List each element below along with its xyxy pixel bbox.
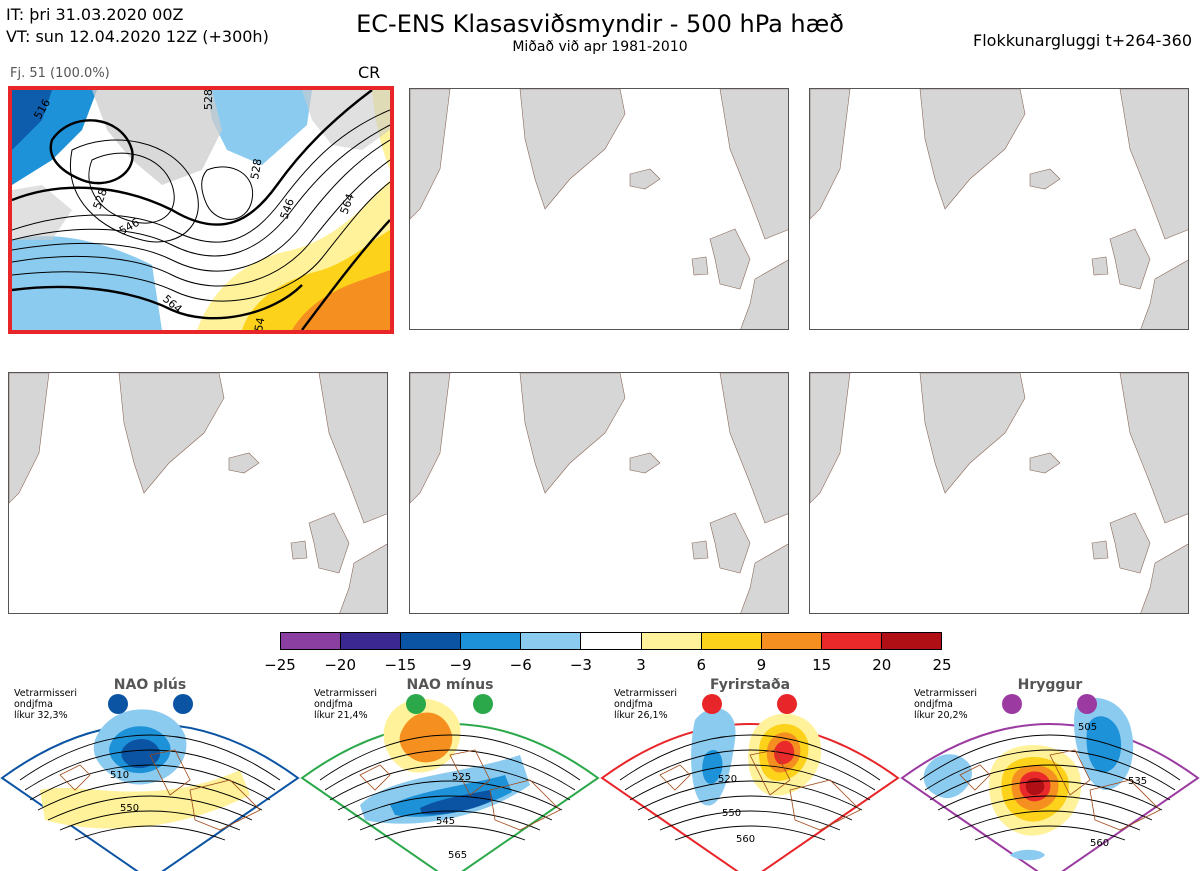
regime-marker (108, 694, 128, 714)
contour-label: 535 (1128, 776, 1147, 787)
colorbar-tick-label: −6 (509, 656, 532, 674)
regime-note: Vetrarmisseri ondjfma líkur 26,1% (614, 688, 677, 721)
regime-title: NAO plús (113, 677, 187, 693)
contour-label: 565 (448, 850, 467, 861)
colorbar-tick-label: 15 (812, 656, 832, 674)
colorbar-tick-label: 25 (932, 656, 952, 674)
regime-marker (173, 694, 193, 714)
contour-label: 510 (110, 770, 129, 781)
page-subtitle: Miðað við apr 1981-2010 (512, 39, 688, 55)
cluster-map-1[interactable]: 516 528 528 546 564 528 546 564 54 (8, 86, 394, 334)
member-count-label: Fj. 51 (100.0%) (10, 66, 110, 81)
classification-window: Flokkunargluggi t+264-360 (973, 31, 1192, 50)
page-title: EC-ENS Klasasviðsmyndir - 500 hPa hæð (356, 10, 844, 38)
contour-label: 550 (120, 803, 139, 814)
contour-label: 545 (436, 816, 455, 827)
cluster-map-3[interactable] (809, 88, 1189, 330)
initial-time: IT: þri 31.03.2020 00Z (6, 5, 184, 24)
map-outline (410, 89, 788, 329)
cluster-map-2[interactable] (409, 88, 789, 330)
colorbar-tick-label: −9 (449, 656, 472, 674)
map-outline (810, 89, 1188, 329)
colorbar-swatch (281, 633, 342, 649)
map-outline (810, 373, 1188, 613)
map-outline (410, 373, 788, 613)
colorbar-tick-label: −15 (384, 656, 417, 674)
colorbar-swatch (581, 633, 642, 649)
regime-marker (702, 694, 722, 714)
colorbar-swatch (461, 633, 522, 649)
regime-nao-minus[interactable]: 525 545 565 NAO mínus Vetrarmisseri ondjf… (300, 677, 600, 871)
cluster-map-4[interactable] (8, 372, 388, 614)
contour-label: 560 (1090, 838, 1109, 849)
cluster-map-1-graphic: 516 528 528 546 564 528 546 564 54 (12, 90, 390, 330)
regime-marker (777, 694, 797, 714)
colorbar-ticks: −25 −20 −15 −9 −6 −3 3 6 9 15 20 25 (260, 656, 960, 674)
cluster-map-6[interactable] (809, 372, 1189, 614)
colorbar-swatch (341, 633, 402, 649)
colorbar-swatch (521, 633, 582, 649)
regime-code-label: CR (358, 63, 381, 82)
contour-label: 528 (202, 90, 215, 110)
colorbar-swatch (401, 633, 462, 649)
colorbar-swatch (641, 633, 702, 649)
colorbar-swatch (761, 633, 822, 649)
map-outline (9, 373, 387, 613)
contour-label: 560 (736, 834, 755, 845)
regime-title: Hryggur (1017, 677, 1083, 693)
regime-map: 510 550 (0, 694, 300, 871)
valid-time: VT: sun 12.04.2020 12Z (+300h) (6, 27, 269, 46)
regime-hryggur[interactable]: 505 535 560 Hryggur Vetrarmisseri ondjfma… (900, 677, 1200, 871)
colorbar-tick-label: −3 (569, 656, 592, 674)
regime-marker (473, 694, 493, 714)
regime-nao-plus[interactable]: 510 550 NAO plús Vetrarmisseri ondjfma lík… (0, 677, 300, 871)
regime-title: NAO mínus (406, 677, 494, 693)
colorbar-tick-label: 9 (756, 656, 767, 674)
regime-note: Vetrarmisseri ondjfma líkur 20,2% (914, 688, 977, 721)
colorbar-swatch (821, 633, 882, 649)
header-times: IT: þri 31.03.2020 00Z VT: sun 12.04.202… (6, 4, 269, 48)
contour-label: 525 (452, 772, 471, 783)
colorbar-tick-label: −25 (264, 656, 296, 674)
contour-label: 550 (722, 808, 741, 819)
regime-marker (1002, 694, 1022, 714)
cluster-map-5[interactable] (409, 372, 789, 614)
regime-map: 520 550 560 (600, 694, 900, 871)
colorbar-tick-label: 20 (872, 656, 892, 674)
anomaly-colorbar (280, 632, 942, 650)
regime-fyrirstada[interactable]: 520 550 560 Fyrirstaða Vetrarmisseri ondj… (600, 677, 900, 871)
colorbar-tick-label: 3 (636, 656, 646, 674)
contour-label: 505 (1078, 722, 1097, 733)
colorbar-swatch (701, 633, 762, 649)
regime-marker (1077, 694, 1097, 714)
contour-label: 528 (248, 158, 264, 181)
colorbar-tick-label: −20 (324, 656, 356, 674)
contour-label: 520 (718, 774, 737, 785)
contour-label: 54 (252, 316, 267, 330)
regime-note: Vetrarmisseri ondjfma líkur 32,3% (14, 688, 77, 721)
regime-map: 505 535 560 (900, 694, 1200, 871)
regime-note: Vetrarmisseri ondjfma líkur 21,4% (314, 688, 377, 721)
colorbar-tick-label: 6 (696, 656, 707, 674)
regime-map: 525 545 565 (300, 694, 600, 871)
regime-title: Fyrirstaða (709, 677, 791, 693)
regime-marker (406, 694, 426, 714)
colorbar-swatch (881, 633, 942, 649)
